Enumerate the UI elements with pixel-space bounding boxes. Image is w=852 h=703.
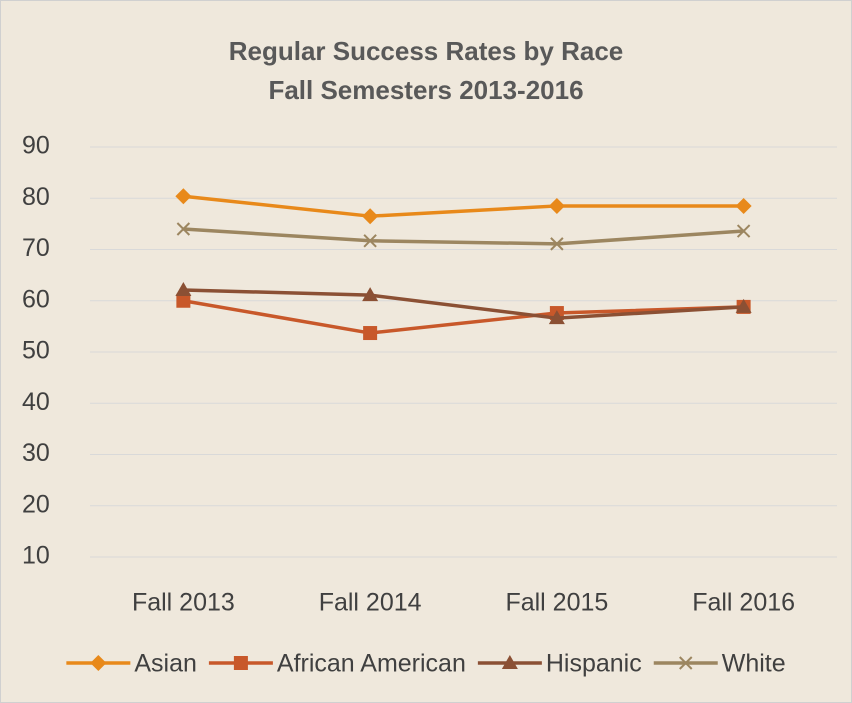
y-tick-label: 60 bbox=[22, 285, 50, 313]
legend-marker bbox=[233, 656, 248, 670]
data-point bbox=[176, 293, 191, 308]
data-point bbox=[175, 188, 192, 205]
data-point bbox=[176, 222, 191, 236]
legend-item: White bbox=[653, 650, 786, 678]
x-tick-label: Fall 2014 bbox=[319, 589, 422, 617]
data-point bbox=[735, 197, 752, 214]
data-point bbox=[362, 208, 379, 225]
legend-marker bbox=[90, 655, 107, 671]
data-point bbox=[175, 281, 192, 296]
data-point bbox=[736, 224, 751, 238]
legend-item: African American bbox=[208, 650, 466, 678]
y-tick-label: 80 bbox=[22, 183, 50, 211]
y-tick-label: 50 bbox=[22, 337, 50, 365]
legend-marker bbox=[501, 655, 518, 669]
data-point bbox=[550, 237, 564, 251]
legend-item: Asian bbox=[66, 650, 197, 678]
data-point bbox=[362, 287, 379, 302]
data-point bbox=[363, 326, 378, 341]
legend-item: Hispanic bbox=[477, 650, 642, 678]
x-tick-label: Fall 2013 bbox=[132, 589, 235, 617]
y-tick-label: 40 bbox=[22, 388, 50, 416]
series-line bbox=[183, 288, 744, 320]
y-tick-label: 20 bbox=[22, 490, 50, 518]
data-point bbox=[548, 310, 565, 325]
y-tick-label: 90 bbox=[22, 132, 50, 160]
x-tick-label: Fall 2016 bbox=[692, 589, 795, 617]
x-tick-label: Fall 2015 bbox=[505, 589, 608, 617]
chart-subtitle: Fall Semesters 2013-2016 bbox=[268, 75, 583, 105]
series-line bbox=[183, 227, 744, 246]
chart-title: Regular Success Rates by Race bbox=[229, 36, 624, 66]
series-line bbox=[183, 299, 744, 335]
data-point bbox=[735, 298, 752, 313]
y-tick-label: 10 bbox=[22, 542, 50, 570]
legend-label: White bbox=[722, 650, 786, 678]
data-point bbox=[548, 197, 565, 214]
y-tick-label: 70 bbox=[22, 234, 50, 262]
legend-label: Asian bbox=[134, 650, 197, 678]
series-line bbox=[183, 194, 744, 218]
y-tick-label: 30 bbox=[22, 439, 50, 467]
legend-label: Hispanic bbox=[546, 650, 642, 678]
legend-label: African American bbox=[277, 650, 466, 678]
legend-marker bbox=[679, 656, 693, 670]
data-point bbox=[363, 234, 377, 248]
